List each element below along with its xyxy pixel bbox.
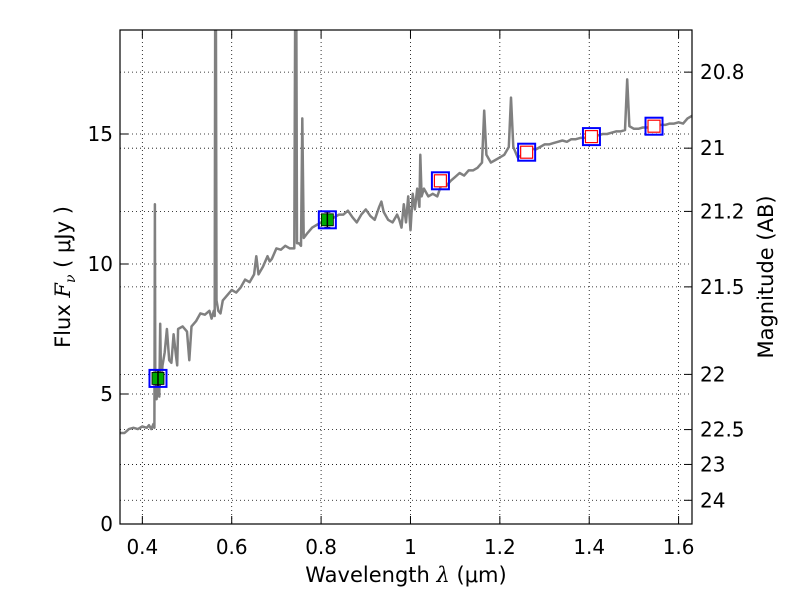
- spectrum-line: [120, 30, 692, 435]
- y2-tick-label: 24: [700, 488, 725, 512]
- x-tick-label: 1: [404, 535, 417, 559]
- y-tick-label: 0: [100, 512, 113, 536]
- y2-tick-label: 21: [700, 136, 725, 160]
- model-marker: [581, 127, 601, 147]
- marker-layer: [148, 116, 664, 388]
- y2-tick-label: 21.5: [700, 275, 745, 299]
- x-tick-label: 0.8: [305, 535, 337, 559]
- x-axis-label: Wavelength λ (μm): [305, 563, 506, 587]
- y2-tick-label: 20.8: [700, 60, 745, 84]
- spectrum-layer: [120, 30, 692, 435]
- x-tick-label: 1.6: [663, 535, 695, 559]
- y2-tick-label: 22.5: [700, 418, 745, 442]
- y-tick-label: 5: [100, 382, 113, 406]
- upper-limit-marker: [584, 130, 599, 144]
- x-tick-label: 1.2: [484, 535, 516, 559]
- y2-axis-label: Magnitude (AB): [754, 195, 778, 358]
- y-axis-label: Flux Fν ( μJy ): [51, 206, 79, 348]
- upper-limit-marker: [433, 174, 448, 188]
- model-marker: [430, 171, 450, 191]
- y-tick-label: 10: [88, 252, 113, 276]
- y2-tick-label: 23: [700, 452, 725, 476]
- plot-background: [120, 30, 692, 524]
- x-tick-label: 1.4: [573, 535, 605, 559]
- plot-frame: [119, 29, 693, 525]
- y2-tick-label: 22: [700, 362, 725, 386]
- model-marker: [317, 210, 337, 230]
- model-marker: [644, 116, 664, 136]
- x-tick-label: 0.4: [126, 535, 158, 559]
- y2-tick-label: 21.2: [700, 199, 745, 223]
- model-marker: [517, 142, 537, 162]
- y-tick-label: 15: [88, 122, 113, 146]
- upper-limit-marker: [520, 145, 534, 159]
- tick-layer: 0.4 0.6 0.8 1 1.2 1.4 1.6 0 5 10 15 20.8 21 21.2 21.5 2…: [88, 30, 745, 559]
- model-marker: [148, 368, 168, 388]
- upper-limit-marker: [647, 119, 661, 133]
- x-tick-label: 0.6: [216, 535, 248, 559]
